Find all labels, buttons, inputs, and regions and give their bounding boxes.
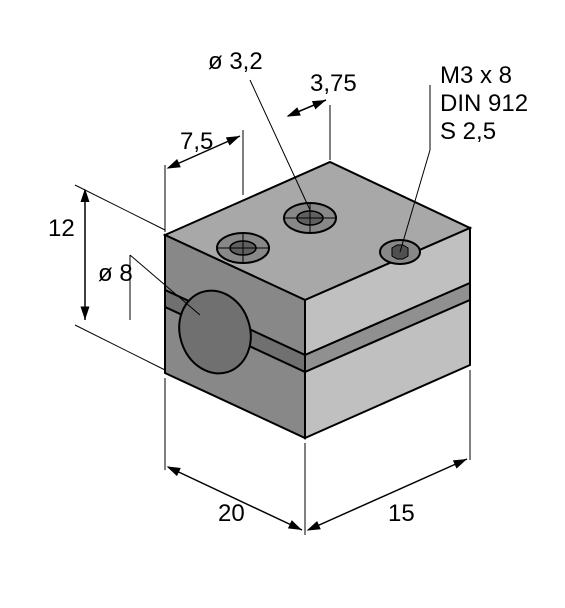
label-depth: 15	[388, 500, 415, 528]
label-screw-2: DIN 912	[440, 90, 528, 118]
label-screw-1: M3 x 8	[440, 62, 512, 90]
label-bore-dia: ø 8	[98, 260, 133, 288]
label-width: 20	[218, 500, 245, 528]
technical-drawing: ø 3,2 3,75 7,5 M3 x 8 DIN 912 S 2,5 12 ø…	[0, 0, 565, 608]
label-dia-top: ø 3,2	[208, 48, 263, 76]
label-height: 12	[48, 215, 75, 243]
dim-375	[288, 100, 326, 116]
label-screw-3: S 2,5	[440, 118, 496, 146]
label-offset-right: 3,75	[310, 70, 357, 98]
label-offset-left: 7,5	[180, 128, 213, 156]
